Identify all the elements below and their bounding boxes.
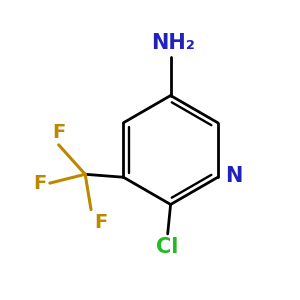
Text: F: F: [94, 213, 107, 232]
Text: N: N: [225, 166, 242, 186]
Text: F: F: [52, 123, 65, 142]
Text: Cl: Cl: [157, 237, 179, 257]
Text: NH₂: NH₂: [152, 33, 196, 53]
Text: F: F: [34, 174, 47, 193]
